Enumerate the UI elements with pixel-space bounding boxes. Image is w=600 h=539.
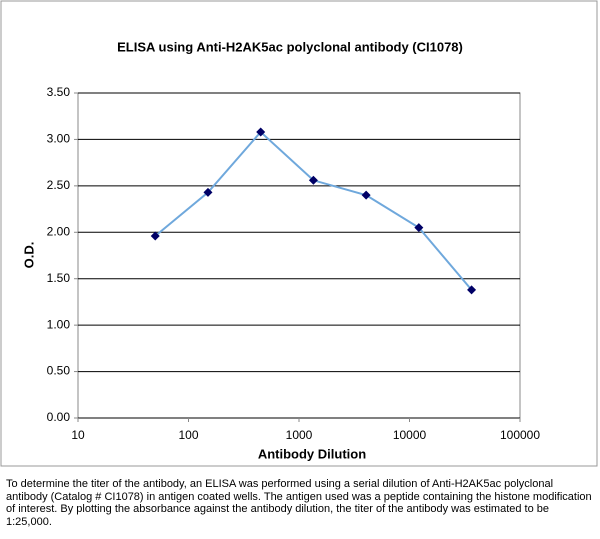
data-point [414,223,424,233]
y-tick-label: 1.50 [47,271,71,285]
caption: To determine the titer of the antibody, … [6,478,592,528]
x-tick-label: 1000 [286,428,313,442]
data-point [256,127,266,137]
data-point [203,187,213,197]
y-tick-label: 0.00 [47,410,71,424]
y-axis-label: O.D. [21,242,36,269]
chart-title: ELISA using Anti-H2AK5ac polyclonal anti… [117,39,463,54]
y-tick-label: 0.50 [47,364,71,378]
y-tick-label: 2.50 [47,178,71,192]
y-tick-label: 3.00 [47,132,71,146]
x-tick-label: 10000 [393,428,427,442]
y-tick-label: 2.00 [47,224,71,238]
y-tick-label: 1.00 [47,317,71,331]
y-tick-label: 3.50 [47,85,71,99]
x-axis-label: Antibody Dilution [258,446,366,461]
data-point [150,231,160,241]
x-tick-label: 10 [71,428,85,442]
data-point [308,175,318,185]
data-point [467,285,477,295]
data-point [361,190,371,200]
chart: ELISA using Anti-H2AK5ac polyclonal anti… [0,0,598,467]
x-tick-label: 100000 [500,428,540,442]
x-tick-label: 100 [178,428,198,442]
plot-area [77,92,521,419]
